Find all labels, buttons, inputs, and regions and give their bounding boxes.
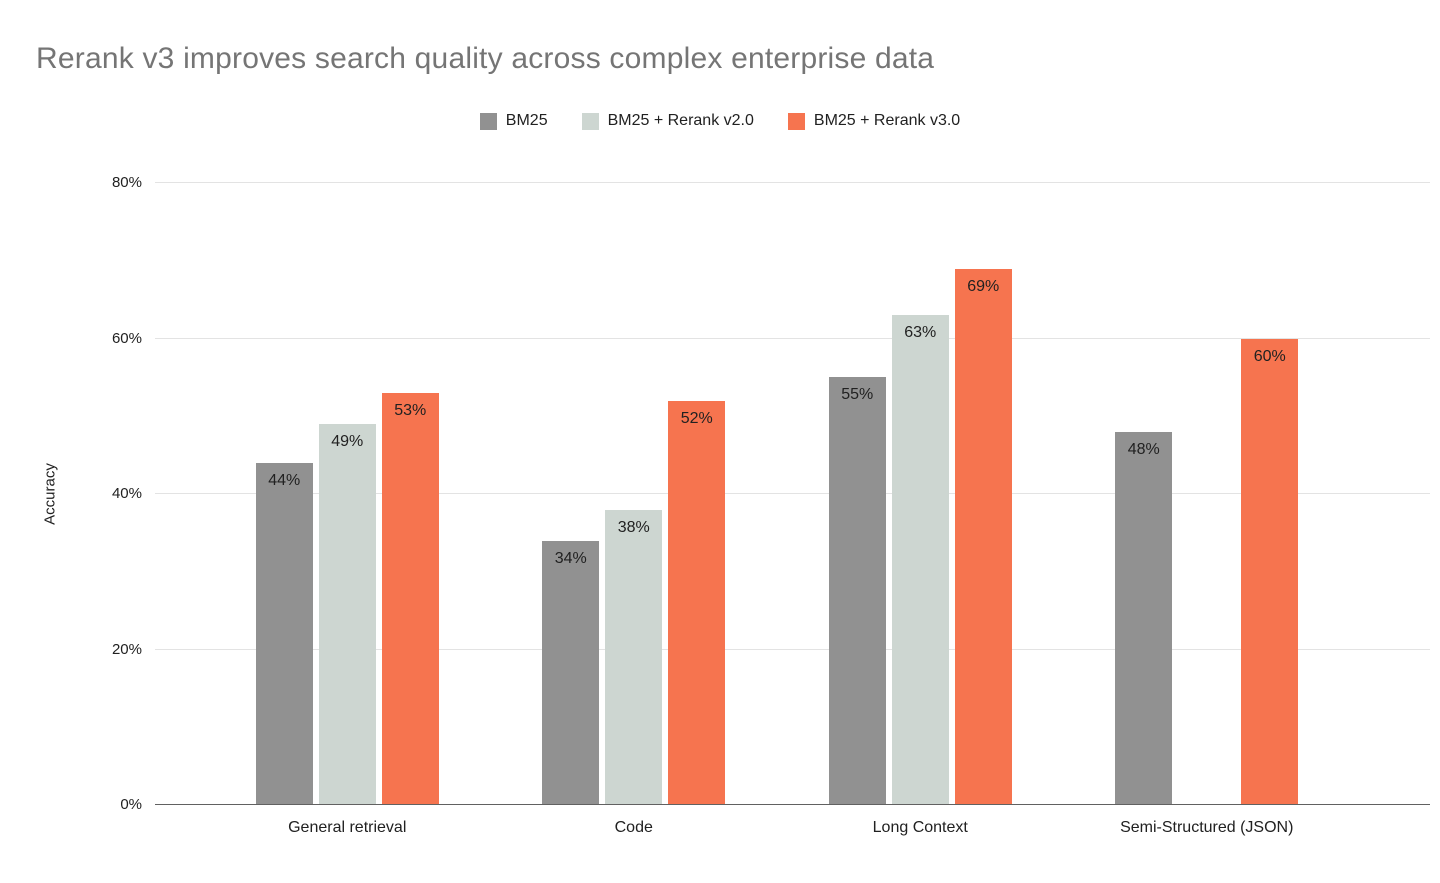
- legend-label: BM25 + Rerank v3.0: [813, 112, 961, 129]
- bar-value-label: 69%: [967, 277, 1000, 295]
- bar-groups: 44% 49% 53% 34% 38% 52% 55% 63% 69% 48% 60%: [155, 183, 1430, 805]
- bar: 55%: [828, 377, 886, 805]
- legend-swatch-icon: [787, 112, 805, 130]
- bar-slot: 34%: [542, 183, 600, 805]
- legend-swatch-icon: [479, 112, 497, 130]
- bar-value-label: 44%: [268, 471, 301, 489]
- chart-title: Rerank v3 improves search quality across…: [36, 42, 935, 75]
- bar: 52%: [668, 400, 726, 805]
- bar: 69%: [954, 268, 1012, 805]
- x-axis-category-label: Semi-Structured (JSON): [1120, 819, 1294, 836]
- legend-item: BM25: [479, 112, 548, 130]
- x-axis-category-label: Code: [614, 819, 653, 836]
- gridline: [155, 337, 1430, 339]
- bar: 49%: [318, 424, 376, 805]
- bar-slot: 60%: [1241, 183, 1299, 805]
- legend-item: BM25 + Rerank v3.0: [787, 112, 961, 130]
- legend: BM25 BM25 + Rerank v2.0 BM25 + Rerank v3.0: [0, 112, 1440, 130]
- legend-item: BM25 + Rerank v2.0: [581, 112, 754, 130]
- bar: 48%: [1115, 431, 1173, 805]
- bar-value-label: 34%: [554, 549, 587, 567]
- gridline: [155, 493, 1430, 494]
- bar: 60%: [1241, 338, 1299, 805]
- bar-group: 55% 63% 69%: [777, 183, 1064, 805]
- x-axis-labels: General retrieval Code Long Context Semi-St…: [155, 819, 1430, 837]
- bar: 63%: [891, 315, 949, 805]
- bar-value-label: 49%: [331, 433, 364, 451]
- bar-slot: 44%: [255, 183, 313, 805]
- bar-value-label: 55%: [841, 386, 874, 404]
- bar-slot: 69%: [954, 183, 1012, 805]
- bar-slot: 49%: [318, 183, 376, 805]
- bar-slot: 53%: [381, 183, 439, 805]
- bar-value-label: 38%: [617, 518, 650, 536]
- x-axis-category-label: Long Context: [872, 819, 968, 836]
- legend-label: BM25 + Rerank v2.0: [607, 112, 754, 129]
- plot-area: 44% 49% 53% 34% 38% 52% 55% 63% 69% 48% 60% 0% 20% 4…: [112, 174, 1430, 813]
- bar: 38%: [605, 509, 663, 805]
- gridline: [155, 182, 1430, 183]
- bar-value-label: 52%: [680, 409, 713, 427]
- bar-group: 48% 60%: [1064, 183, 1351, 805]
- bar-slot: 63%: [891, 183, 949, 805]
- bar: 53%: [381, 392, 439, 805]
- y-tick-label: 0%: [120, 796, 142, 813]
- bar-value-label: 63%: [904, 324, 937, 342]
- bar: 34%: [542, 540, 600, 805]
- x-axis-category-label: General retrieval: [288, 819, 407, 836]
- y-tick-label: 60%: [111, 329, 142, 347]
- y-tick-label: 40%: [111, 485, 142, 502]
- bar-slot: 48%: [1115, 183, 1173, 805]
- gridline: [155, 648, 1430, 650]
- bar-value-label: 60%: [1253, 347, 1286, 365]
- bar-value-label: 53%: [394, 401, 427, 419]
- legend-label: BM25: [505, 112, 548, 129]
- bar-slot: 38%: [605, 183, 663, 805]
- x-axis-line: [155, 804, 1430, 805]
- bar-value-label: 48%: [1127, 440, 1160, 458]
- bar: 44%: [255, 462, 313, 805]
- y-tick-label: 80%: [111, 174, 142, 191]
- bar-group: 34% 38% 52%: [491, 183, 778, 805]
- bar-slot: 55%: [828, 183, 886, 805]
- bar-group: 44% 49% 53%: [204, 183, 491, 805]
- y-tick-label: 20%: [111, 640, 142, 658]
- bar-slot: 52%: [668, 183, 726, 805]
- y-axis-title: Accuracy: [41, 463, 59, 525]
- legend-swatch-icon: [581, 112, 599, 130]
